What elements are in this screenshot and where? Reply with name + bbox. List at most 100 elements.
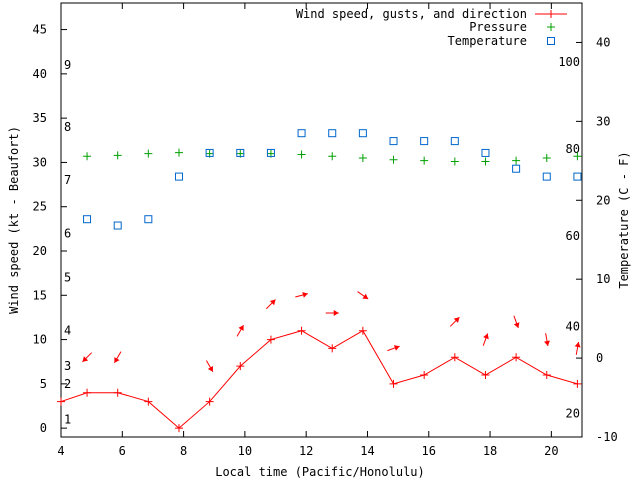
- legend-temperature-label: Temperature: [448, 34, 527, 48]
- temperature-point: [144, 215, 153, 224]
- x-tick-label: 20: [544, 444, 558, 458]
- wind-speed-point: [389, 379, 398, 388]
- y-axis-label-right: Temperature (C - F): [617, 151, 631, 288]
- wind-arrow-head: [453, 317, 460, 323]
- wind-direction-arrow: [574, 341, 581, 355]
- pressure-point: [174, 148, 183, 157]
- x-tick-label: 14: [360, 444, 374, 458]
- y-tick-label-left: 10: [33, 333, 47, 347]
- pressure-point: [481, 157, 490, 166]
- temperature-point: [481, 148, 490, 157]
- pressure-point: [450, 157, 459, 166]
- wind-arrow-head: [302, 291, 308, 298]
- wind-speed-point: [542, 371, 551, 379]
- wind-arrow-head: [238, 325, 244, 331]
- temperature-point: [328, 129, 337, 138]
- pressure-point: [83, 152, 92, 161]
- pressure-point: [113, 151, 122, 160]
- temperature-point: [389, 137, 398, 146]
- beaufort-label: 4: [64, 324, 71, 338]
- fahrenheit-label: 60: [566, 229, 580, 243]
- wind-direction-arrow: [513, 315, 520, 329]
- temperature-point: [542, 172, 551, 181]
- wind-speed-point: [174, 424, 183, 433]
- y-tick-label-left: 25: [33, 200, 47, 214]
- y-tick-label-left: 15: [33, 288, 47, 302]
- x-tick-label: 4: [57, 444, 64, 458]
- pressure-point: [297, 150, 306, 159]
- wind-speed-point: [481, 371, 490, 379]
- wind-speed-point: [236, 362, 245, 371]
- wind-arrow-head: [513, 322, 520, 328]
- wind-direction-arrow: [205, 360, 214, 373]
- wind-arrow-head: [544, 340, 550, 346]
- wind-speed-point: [113, 388, 122, 397]
- fahrenheit-label: 20: [566, 406, 580, 420]
- wind-arrow-head: [574, 342, 581, 348]
- x-tick-label: 12: [299, 444, 313, 458]
- pressure-point: [389, 155, 398, 164]
- beaufort-label: 2: [64, 377, 71, 391]
- beaufort-label: 6: [64, 226, 71, 240]
- wind-arrow-head: [333, 310, 339, 316]
- y-tick-label-left: 35: [33, 111, 47, 125]
- beaufort-label: 9: [64, 58, 71, 72]
- x-tick-label: 10: [238, 444, 252, 458]
- temperature-point: [174, 172, 183, 181]
- y-tick-label-right: -10: [596, 430, 618, 444]
- wind-speed-point: [297, 326, 306, 335]
- series-layer: [57, 129, 582, 433]
- wind-speed-line: [60, 330, 578, 429]
- pressure-point: [328, 152, 337, 161]
- wind-direction-arrow: [544, 333, 550, 347]
- fahrenheit-label: 80: [566, 142, 580, 156]
- wind-speed-point: [450, 353, 459, 362]
- wind-direction-arrow: [449, 316, 460, 327]
- wind-direction-arrow: [82, 352, 92, 363]
- wind-speed-point: [358, 326, 367, 335]
- y-tick-label-left: 30: [33, 155, 47, 169]
- x-axis-label: Local time (Pacific/Honolulu): [215, 465, 425, 479]
- x-tick-label: 8: [180, 444, 187, 458]
- y-tick-label-left: 20: [33, 244, 47, 258]
- temperature-point: [236, 148, 245, 157]
- y-axis-label-left: Wind speed (kt - Beaufort): [7, 126, 21, 314]
- pressure-point: [358, 154, 367, 162]
- plot-frame-layer: [60, 2, 583, 438]
- y-tick-label-left: 40: [33, 67, 47, 81]
- temperature-point: [266, 148, 275, 157]
- y-tick-label-right: 20: [596, 193, 610, 207]
- y-tick-label-right: 40: [596, 35, 610, 49]
- temperature-point: [358, 129, 367, 138]
- wind-direction-arrow: [387, 345, 400, 352]
- y-tick-label-right: 30: [596, 114, 610, 128]
- legend-temperature-marker: [547, 37, 555, 45]
- plot-frame: [60, 2, 583, 438]
- wind-speed-point: [83, 388, 92, 397]
- beaufort-label: 8: [64, 120, 71, 134]
- legend-wind-label: Wind speed, gusts, and direction: [296, 7, 527, 21]
- wind-arrow-head: [393, 345, 400, 351]
- temperature-point: [450, 137, 459, 146]
- legend-wind-marker: [547, 10, 555, 18]
- wind-arrow-head: [207, 365, 213, 372]
- wind-direction-arrow: [114, 351, 122, 364]
- temperature-point: [113, 221, 122, 230]
- wind-direction-arrow: [265, 299, 276, 310]
- wind-direction-arrow: [236, 324, 244, 337]
- wind-speed-point: [205, 397, 214, 406]
- wind-speed-point: [144, 397, 153, 406]
- y-tick-label-left: 45: [33, 23, 47, 37]
- pressure-point: [512, 156, 521, 165]
- fahrenheit-label: 40: [566, 320, 580, 334]
- y-tick-label-left: 0: [40, 421, 47, 435]
- beaufort-label: 5: [64, 271, 71, 285]
- temperature-point: [83, 215, 92, 224]
- wind-arrow-head: [82, 356, 89, 362]
- x-tick-label: 6: [119, 444, 126, 458]
- y-tick-label-right: 0: [596, 351, 603, 365]
- legend-pressure-label: Pressure: [469, 20, 527, 34]
- wind-direction-arrow: [357, 291, 369, 300]
- wind-direction-arrow: [295, 291, 308, 298]
